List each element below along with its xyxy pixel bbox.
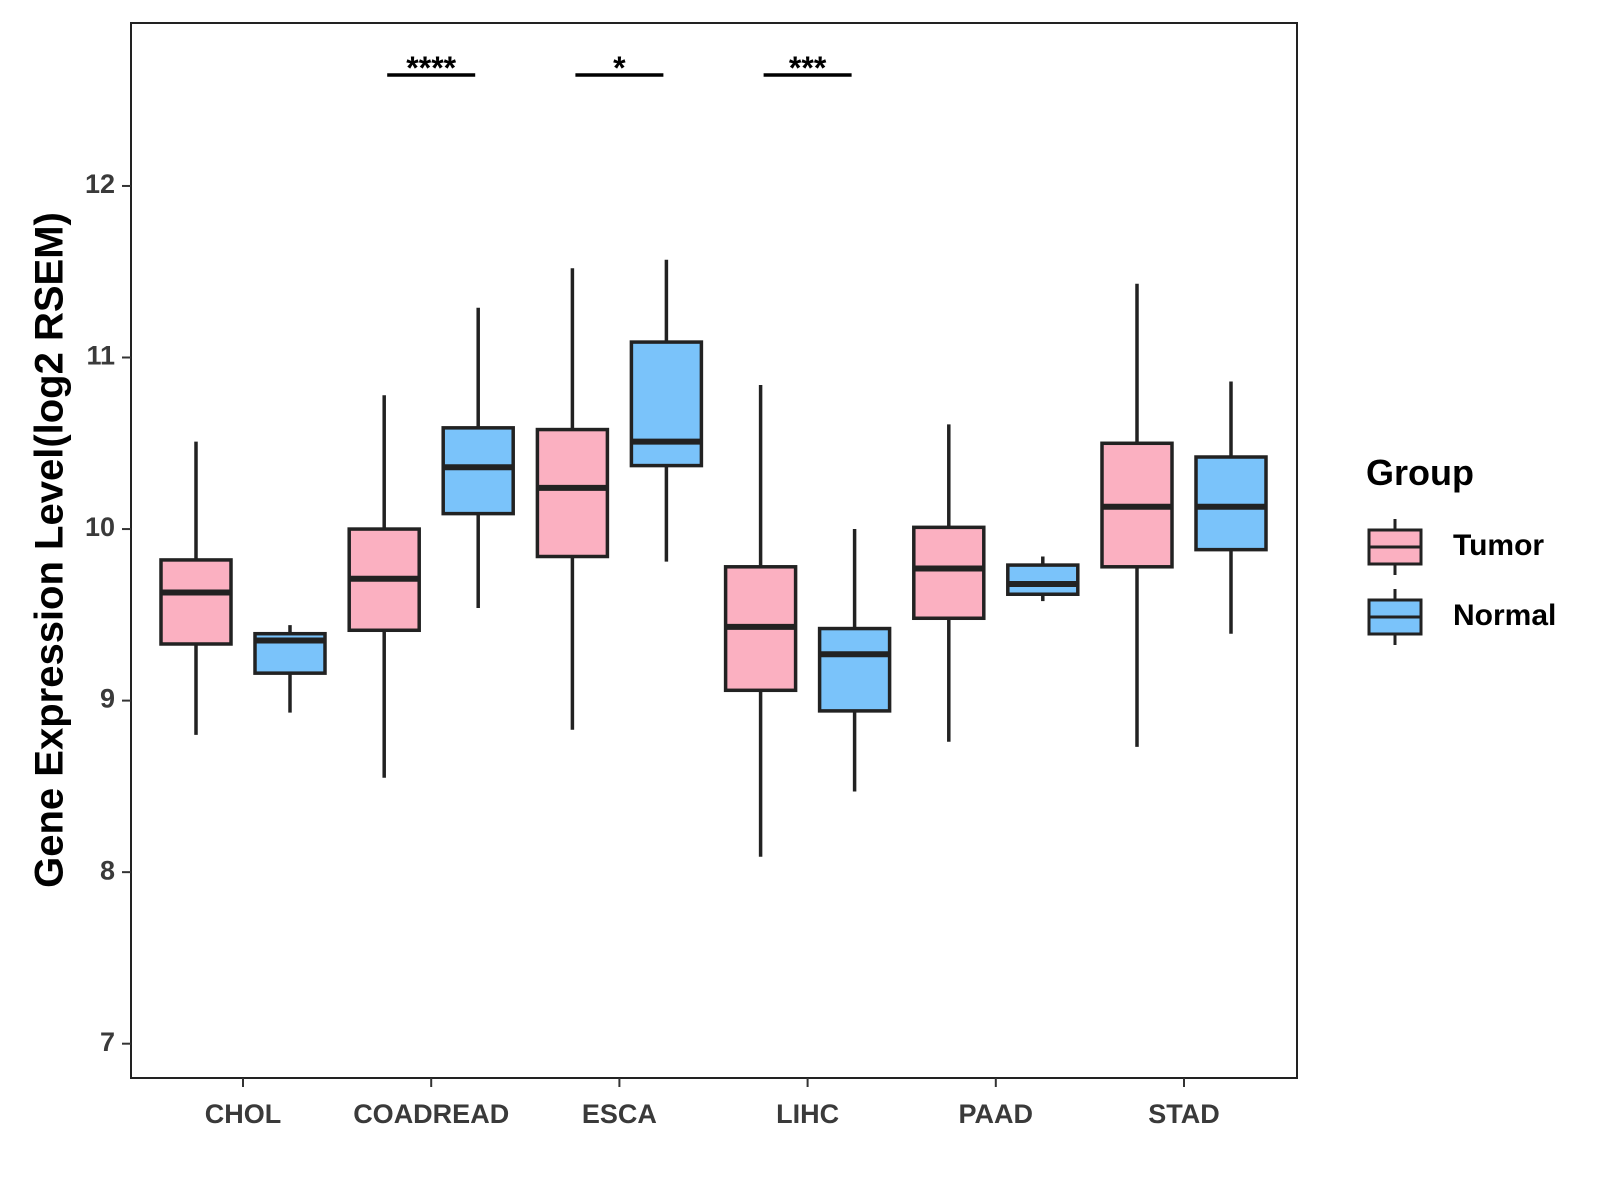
box-tumor-lihc: [723, 384, 798, 857]
x-tick-label: CHOL: [205, 1099, 282, 1129]
legend-title: Group: [1366, 452, 1474, 493]
box-normal-lihc: [817, 529, 892, 792]
x-tick-label: PAAD: [959, 1099, 1034, 1129]
box-tumor-chol: [159, 441, 233, 735]
y-tick-label: 10: [85, 512, 115, 542]
x-tick-label: LIHC: [776, 1099, 839, 1129]
x-tick-label: STAD: [1148, 1099, 1220, 1129]
x-tick-label: ESCA: [582, 1099, 657, 1129]
box-normal-esca: [629, 259, 704, 562]
y-tick-label: 11: [86, 341, 115, 371]
box-normal-paad: [1006, 556, 1080, 602]
box-tumor-stad: [1100, 283, 1174, 747]
y-axis-label: Gene Expression Level(log2 RSEM): [28, 212, 72, 888]
iqr-box: [912, 525, 986, 621]
x-tick-label: COADREAD: [353, 1099, 509, 1129]
iqr-box: [817, 626, 892, 713]
y-axis: 7 8 9 10 11 12: [85, 169, 131, 1057]
legend-label-tumor: Tumor: [1453, 529, 1544, 562]
iqr-box: [441, 426, 515, 516]
box-normal-chol: [253, 625, 327, 713]
significance-label: ****: [406, 50, 456, 86]
y-tick-label: 8: [100, 855, 115, 885]
x-axis: CHOL COADREAD ESCA LIHC PAAD STAD: [205, 1078, 1220, 1129]
box-tumor-paad: [912, 424, 986, 742]
box-tumor-esca: [535, 268, 610, 730]
legend-key-normal: [1367, 589, 1423, 645]
box-layer: [159, 259, 1268, 857]
legend: Group Tumor Normal: [1366, 452, 1556, 645]
iqr-box: [159, 558, 233, 646]
iqr-box: [629, 340, 704, 468]
box-normal-coadread: [441, 307, 515, 608]
iqr-box: [1194, 455, 1268, 552]
significance-annotations: **** * ***: [387, 50, 852, 86]
box-tumor-coadread: [347, 395, 421, 778]
y-tick-label: 7: [100, 1027, 115, 1057]
iqr-box: [1006, 563, 1080, 596]
iqr-box: [535, 427, 610, 559]
plot-panel-border: [130, 22, 1298, 1079]
significance-label: *: [613, 50, 626, 86]
legend-key-tumor: [1367, 519, 1423, 575]
y-tick-label: 9: [100, 684, 115, 714]
legend-label-normal: Normal: [1453, 599, 1556, 632]
box-normal-stad: [1194, 381, 1268, 634]
y-tick-label: 12: [85, 169, 115, 199]
significance-label: ***: [789, 50, 827, 86]
